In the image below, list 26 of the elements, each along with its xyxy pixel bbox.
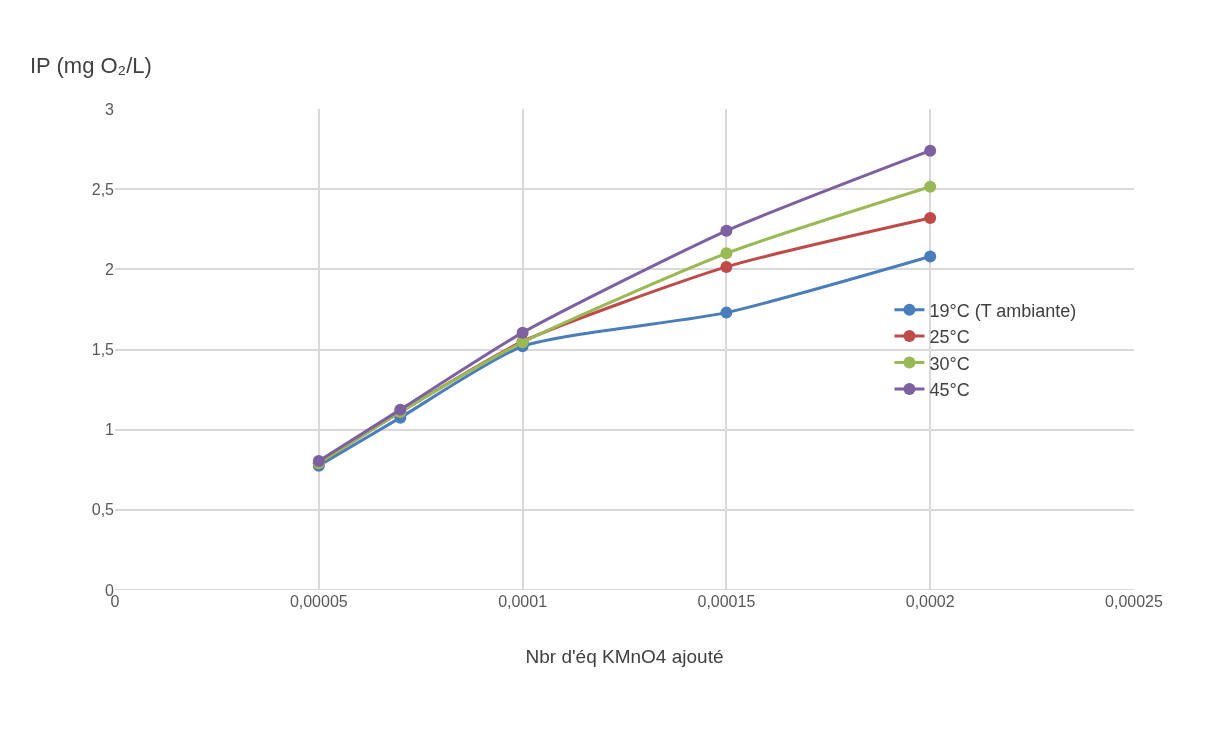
legend-label: 30°C: [929, 353, 970, 374]
legend-label: 25°C: [929, 327, 970, 348]
y-tick-label: 3: [105, 100, 115, 118]
point: [720, 306, 733, 319]
y-tick-label: 0,5: [91, 501, 115, 519]
point: [924, 144, 937, 157]
x-tick-label: 0,0002: [905, 593, 955, 610]
point: [924, 250, 937, 263]
y-tick-label: 2: [105, 260, 115, 278]
x-tick-label: 0,00005: [289, 593, 348, 610]
point: [924, 212, 937, 225]
y-tick-label: 2,5: [91, 180, 115, 198]
point: [720, 224, 733, 237]
point: [720, 247, 733, 260]
y-tick-label: 1: [105, 421, 115, 439]
point: [924, 180, 937, 193]
x-tick-label: 0,0001: [498, 593, 548, 610]
point: [516, 326, 529, 339]
x-tick-label: 0,00015: [697, 593, 756, 610]
y-axis-title: IP (mg O₂/L): [30, 53, 152, 78]
y-tick-label: 1,5: [91, 341, 115, 359]
legend-label: 19°C (T ambiante): [929, 300, 1077, 321]
legend-label: 45°C: [929, 379, 970, 400]
point: [720, 260, 733, 273]
x-axis-title: Nbr d'éq KMnO4 ajouté: [525, 645, 724, 667]
x-tick-label: 0,00025: [1105, 593, 1164, 610]
